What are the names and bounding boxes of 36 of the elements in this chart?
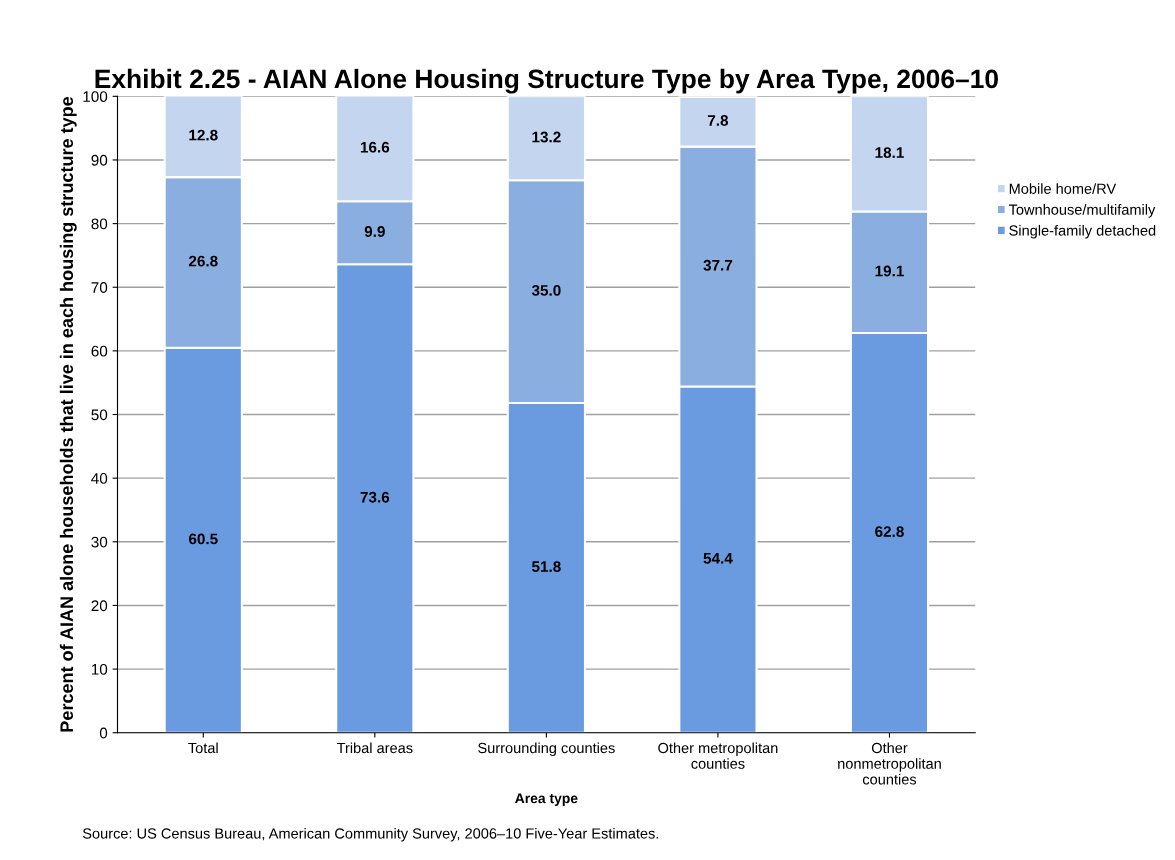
x-tick-label: Surrounding counties [478,742,615,757]
data-label: 13.2 [532,131,561,143]
x-tick-label: Total [188,742,218,754]
x-tick-label: Other nonmetropolitan counties [838,742,941,785]
data-label: 19.1 [875,265,904,277]
data-label: 12.8 [189,129,218,141]
data-label: 7.8 [707,115,729,126]
data-label: 35.0 [531,284,561,296]
y-tick-label: 70 [91,282,108,293]
y-tick-label: 40 [91,473,108,484]
data-label: 9.9 [364,226,385,237]
y-tick-label: 90 [91,154,108,166]
y-tick-label: 60 [91,345,108,357]
legend-label: Single-family detached [1009,224,1156,239]
x-tick-label: Other metropolitan counties [658,742,778,769]
data-label: 18.1 [875,147,904,159]
data-label: 54.4 [703,553,733,564]
x-axis-title: Area type [515,793,578,806]
data-label: 51.8 [531,561,561,572]
data-label: 62.8 [875,526,904,537]
data-label: 73.6 [360,491,390,503]
y-tick-label: 20 [91,600,108,612]
data-label: 26.8 [188,255,218,267]
legend-label: Mobile home/RV [1009,183,1117,194]
x-tick-label: Tribal areas [336,742,413,754]
data-label: 60.5 [188,533,218,545]
data-label: 16.6 [360,141,390,153]
y-tick-label: 0 [99,727,108,739]
y-tick-label: 80 [91,218,108,230]
y-axis-title: Percent of AIAN alone households that live in each housing structure type [59,96,77,732]
source-note: Source: US Census Bureau, American Community Survey, 2006–10 Five-Year Estimates. [82,827,659,842]
data-label: 37.7 [703,259,733,271]
y-tick-label: 50 [91,409,108,421]
y-tick-label: 10 [91,663,108,675]
y-tick-label: 30 [91,536,108,548]
legend-label: Townhouse/multifamily [1008,204,1156,218]
